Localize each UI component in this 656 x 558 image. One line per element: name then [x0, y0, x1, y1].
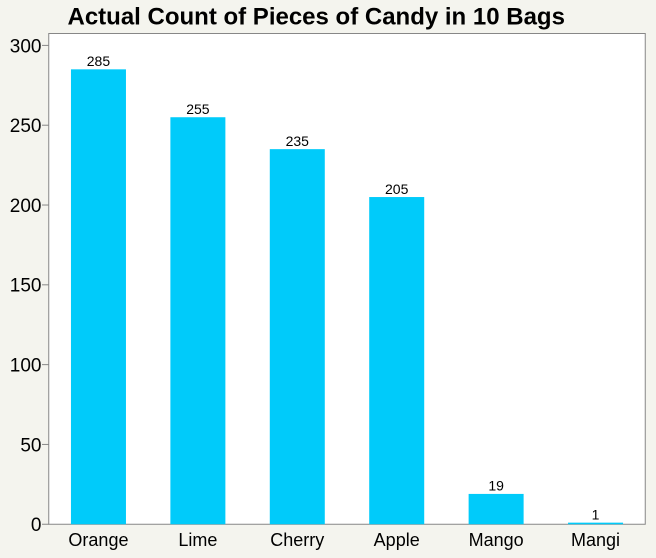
- svg-text:300: 300: [10, 36, 42, 57]
- svg-text:19: 19: [488, 478, 504, 494]
- svg-text:Actual Count of Pieces of Cand: Actual Count of Pieces of Candy in 10 Ba…: [68, 4, 565, 31]
- svg-text:250: 250: [10, 116, 42, 137]
- svg-text:Mango: Mango: [469, 530, 524, 550]
- svg-text:0: 0: [31, 515, 42, 536]
- svg-text:Cherry: Cherry: [270, 530, 324, 550]
- svg-text:255: 255: [186, 101, 210, 117]
- svg-text:Orange: Orange: [68, 530, 128, 550]
- svg-text:Apple: Apple: [374, 530, 420, 550]
- svg-text:285: 285: [87, 53, 111, 69]
- svg-text:Mangi: Mangi: [571, 530, 620, 550]
- svg-text:200: 200: [10, 196, 42, 217]
- svg-text:100: 100: [10, 356, 42, 377]
- svg-text:235: 235: [286, 133, 310, 149]
- svg-text:Lime: Lime: [178, 530, 217, 550]
- svg-text:205: 205: [385, 181, 409, 197]
- svg-text:150: 150: [10, 276, 42, 297]
- svg-text:50: 50: [20, 435, 41, 456]
- svg-text:1: 1: [592, 506, 600, 522]
